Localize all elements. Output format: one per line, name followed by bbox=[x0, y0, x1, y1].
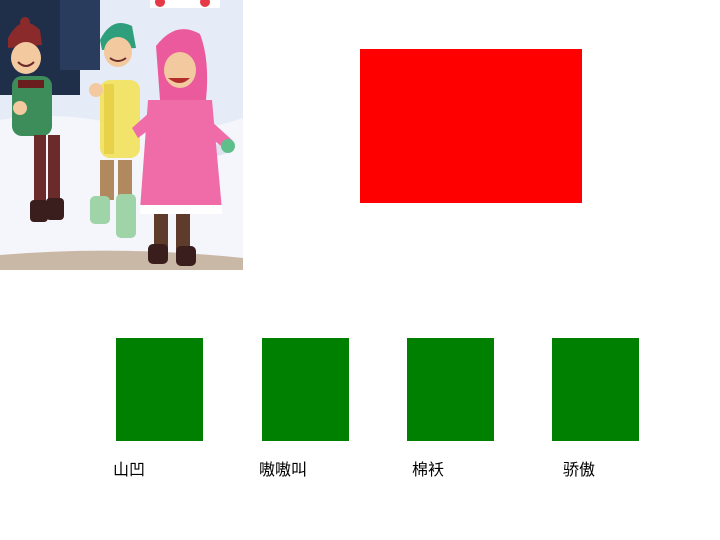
word-label-3: 棉袄 bbox=[412, 460, 444, 480]
green-box-1 bbox=[116, 338, 203, 441]
green-box-4 bbox=[552, 338, 639, 441]
word-label-1: 山凹 bbox=[113, 460, 145, 480]
word-label-4: 骄傲 bbox=[563, 460, 595, 480]
green-box-3 bbox=[407, 338, 494, 441]
red-box bbox=[360, 49, 582, 203]
word-label-2: 嗷嗷叫 bbox=[259, 460, 307, 480]
children-in-snow-illustration bbox=[0, 0, 243, 270]
green-box-2 bbox=[262, 338, 349, 441]
